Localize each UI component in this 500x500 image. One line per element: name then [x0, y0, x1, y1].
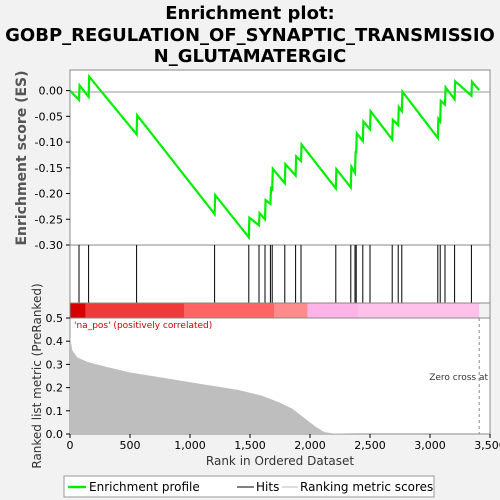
- rank-color-bar: [69, 302, 491, 319]
- positive-correlation-label: 'na_pos' (positively correlated): [74, 321, 212, 331]
- rank-bar-segment: [70, 303, 86, 318]
- es-y-tick-label: -0.25: [35, 213, 63, 226]
- ranking-metric-area: [70, 336, 480, 434]
- metric-y-axis: 0.0 0.1 0.2 0.3 0.4 0.5: [46, 312, 70, 441]
- rank-bar-segment: [274, 303, 308, 318]
- hits-panel-frame: [69, 244, 491, 304]
- x-tick-label: 2,500: [354, 439, 386, 452]
- legend: Enrichment profile Hits Ranking metric s…: [63, 475, 435, 498]
- metric-y-tick-label: 0.0: [46, 428, 64, 441]
- x-tick-label: 1,000: [174, 439, 206, 452]
- metric-y-tick-label: 0.3: [46, 358, 64, 371]
- metric-y-tick-label: 0.1: [46, 405, 64, 418]
- chart-title-line-3: N_GLUTAMATERGIC: [154, 46, 347, 67]
- es-y-tick-label: -0.10: [35, 136, 63, 149]
- es-panel-frame: [69, 69, 491, 246]
- x-tick-label: 500: [120, 439, 141, 452]
- es-y-tick-label: -0.20: [35, 188, 63, 201]
- rank-bar-segment: [358, 303, 480, 318]
- es-y-axis-label: Enrichment score (ES): [14, 70, 30, 245]
- es-y-tick-label: -0.05: [35, 110, 63, 123]
- es-y-axis: 0.00 -0.05 -0.10 -0.15 -0.20 -0.25 -0.30: [35, 85, 70, 252]
- metric-y-tick-label: 0.4: [46, 335, 64, 348]
- rank-bar-segment: [85, 303, 184, 318]
- legend-entry-enrichment-profile: Enrichment profile: [89, 480, 200, 494]
- rank-bar-segment: [184, 303, 274, 318]
- es-y-tick-label: 0.00: [39, 85, 64, 98]
- metric-y-tick-label: 0.5: [46, 312, 64, 325]
- es-y-tick-label: -0.15: [35, 162, 63, 175]
- es-y-tick-label: -0.30: [35, 239, 63, 252]
- x-tick-label: 1,500: [234, 439, 266, 452]
- rank-bar-segment: [307, 303, 358, 318]
- metric-y-tick-label: 0.2: [46, 382, 64, 395]
- zero-cross-label: Zero cross at: [429, 373, 488, 383]
- x-tick-label: 0: [67, 439, 74, 452]
- metric-y-axis-label: Ranked list metric (PreRanked): [30, 283, 44, 468]
- metric-x-axis: 0 500 1,000 1,500 2,000 2,500 3,000 3,500: [67, 434, 500, 452]
- chart-title-line-2: GOBP_REGULATION_OF_SYNAPTIC_TRANSMISSIO: [5, 25, 495, 46]
- x-tick-label: 3,000: [414, 439, 446, 452]
- x-axis-label: Rank in Ordered Dataset: [206, 454, 354, 468]
- x-tick-label: 3,500: [474, 439, 500, 452]
- x-tick-label: 2,000: [294, 439, 326, 452]
- enrichment-profile-line: [69, 73, 481, 241]
- chart-title-line-1: Enrichment plot:: [165, 3, 335, 24]
- legend-entry-ranking-metric: Ranking metric scores: [300, 480, 433, 494]
- hits-marks: [78, 245, 472, 303]
- legend-entry-hits: Hits: [256, 480, 279, 494]
